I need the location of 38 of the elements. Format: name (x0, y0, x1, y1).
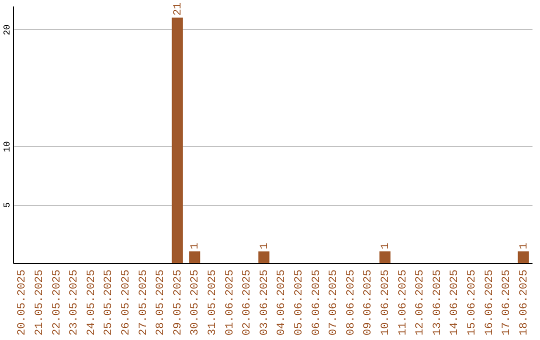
x-tick-label: 10.06.2025 (380, 270, 392, 336)
x-tick-label: 12.06.2025 (414, 270, 427, 336)
y-tick-label: 20 (2, 24, 12, 36)
x-tick-label: 20.05.2025 (16, 270, 29, 336)
x-tick-label: 05.06.2025 (293, 270, 306, 336)
x-tick-label: 08.06.2025 (345, 270, 358, 336)
data-label: 1 (518, 242, 530, 250)
x-tick-label: 04.06.2025 (276, 270, 288, 336)
x-tick-label: 17.06.2025 (501, 270, 514, 336)
x-tick-label: 06.06.2025 (310, 270, 323, 336)
x-tick-label: 01.06.2025 (224, 270, 236, 336)
x-tick-label: 21.05.2025 (34, 270, 46, 336)
x-tick-label: 22.05.2025 (51, 270, 64, 336)
y-tick-label: 5 (2, 202, 12, 208)
data-label: 1 (380, 242, 392, 250)
x-tick-label: 26.05.2025 (120, 270, 132, 336)
x-tick-label: 29.05.2025 (172, 270, 184, 336)
x-tick-label: 18.06.2025 (518, 270, 530, 336)
x-tick-label: 25.05.2025 (103, 270, 116, 336)
x-tick-label: 27.05.2025 (138, 270, 150, 336)
x-tick-label: 15.06.2025 (466, 270, 478, 336)
data-label: 21 (172, 2, 184, 16)
x-tick-label: 24.05.2025 (86, 270, 98, 336)
x-tick-label: 30.05.2025 (190, 270, 202, 336)
x-tick-label: 02.06.2025 (242, 270, 254, 336)
x-tick-label: 09.06.2025 (362, 270, 375, 336)
x-tick-label: 23.05.2025 (68, 270, 81, 336)
x-tick-label: 13.06.2025 (432, 270, 444, 336)
x-tick-label: 11.06.2025 (397, 270, 410, 336)
x-tick-label: 14.06.2025 (449, 270, 462, 336)
x-tick-label: 16.06.2025 (484, 270, 496, 336)
x-tick-label: 31.05.2025 (206, 270, 219, 336)
data-label: 1 (190, 242, 202, 250)
x-tick-label: 03.06.2025 (258, 270, 271, 336)
x-tick-label: 28.05.2025 (155, 270, 168, 336)
x-tick-label: 07.06.2025 (328, 270, 340, 336)
y-tick-label: 10 (2, 141, 12, 152)
data-label: 1 (258, 242, 271, 250)
